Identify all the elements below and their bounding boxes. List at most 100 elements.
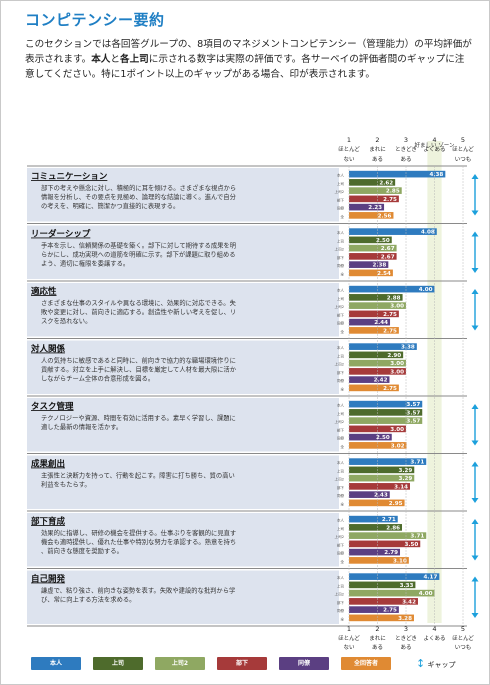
bar-4 xyxy=(349,433,392,441)
row-label: 本人 xyxy=(337,460,345,465)
scale-label-bottom: ない xyxy=(343,156,355,163)
gap-arrow-down-icon xyxy=(471,613,479,618)
competency-title: タスク管理 xyxy=(31,401,74,412)
competency-description: 謙虚で、粘り強さ、前向きな姿勢を表す。失敗や建設的な批判から学 xyxy=(41,586,235,595)
competency-title: 対人関係 xyxy=(30,344,66,355)
row-label: 上司 xyxy=(337,526,345,531)
bar-value-label: 3.02 xyxy=(391,443,405,449)
row-label: 同僚 xyxy=(337,378,345,383)
competency-description: らかにし、成功実現への道筋を明確に示す。部下が課題に取り組める xyxy=(41,250,236,259)
scale-number-bottom: 5 xyxy=(461,625,465,633)
bar-value-label: 3.10 xyxy=(393,558,407,564)
scale-label-top-footer: ほとんど xyxy=(338,634,360,642)
bar-value-label: 2.95 xyxy=(389,501,403,507)
row-label: 本人 xyxy=(337,288,345,293)
bar-5 xyxy=(349,327,399,334)
bar-2 xyxy=(349,359,406,367)
bar-value-label: 3.00 xyxy=(390,369,404,375)
bar-0 xyxy=(349,573,440,580)
bar-value-label: 2.54 xyxy=(377,271,391,277)
section-background xyxy=(27,455,339,509)
row-label: 本人 xyxy=(337,518,345,523)
bar-1 xyxy=(349,466,415,474)
bar-2 xyxy=(349,417,423,424)
row-label: 上司2 xyxy=(335,247,344,252)
competency-description: しながらチーム全体の合意形成を図る。 xyxy=(41,374,154,383)
bar-value-label: 2.79 xyxy=(384,550,398,556)
bar-value-label: 4.17 xyxy=(424,575,438,581)
bar-5 xyxy=(349,557,409,564)
bar-1 xyxy=(349,581,416,589)
row-label: 本人 xyxy=(337,230,345,235)
section-background xyxy=(27,570,339,624)
bar-value-label: 2.50 xyxy=(376,435,390,441)
section-background xyxy=(27,168,339,222)
row-label: 上司 xyxy=(337,468,345,473)
bar-4 xyxy=(349,261,389,268)
scale-label-top: よくある xyxy=(423,146,445,153)
bar-5 xyxy=(349,212,394,219)
row-label: 上司2 xyxy=(335,189,344,194)
bar-value-label: 2.43 xyxy=(374,493,388,499)
gap-arrow-icon: ↕ xyxy=(416,657,426,670)
competency-description: スクを恐れない。 xyxy=(41,317,91,325)
row-label: 全 xyxy=(340,386,344,391)
bar-5 xyxy=(349,384,399,392)
section-background xyxy=(27,283,339,337)
bar-value-label: 3.71 xyxy=(410,534,424,540)
row-label: 同僚 xyxy=(337,436,345,441)
bar-value-label: 3.00 xyxy=(390,304,404,310)
bar-3 xyxy=(349,540,421,548)
gap-arrow-up-icon xyxy=(471,519,479,524)
row-label: 上司 xyxy=(337,353,345,358)
intro-part-1: このセクションでは各回答グループの、8項目のマネジメントコンピテンシー（管理能力… xyxy=(25,39,472,65)
row-label: 上司2 xyxy=(335,592,344,597)
gap-arrow-down-icon xyxy=(471,325,479,331)
competency-description: 機会も適時提供し、優れた仕事や特別な努力を承認する。熟意を持ち xyxy=(41,537,236,546)
section-background xyxy=(27,398,339,452)
bar-4 xyxy=(349,548,401,556)
section-background xyxy=(27,513,339,567)
bar-1 xyxy=(349,236,392,244)
row-label: 全 xyxy=(340,616,344,621)
row-label: 全 xyxy=(340,329,344,334)
bar-3 xyxy=(349,598,418,605)
row-label: 上司2 xyxy=(335,419,344,424)
competency-description: 利益をもたらす。 xyxy=(41,480,91,489)
intro-part-3: に示される数字は実際の評価です。各サーベイの評価者間のギャップに注意してください… xyxy=(25,54,465,80)
row-label: 上司 xyxy=(337,583,345,588)
bar-value-label: 3.42 xyxy=(402,599,416,605)
gap-arrow-up-icon xyxy=(471,461,479,467)
scale-label-top-footer: よくある xyxy=(423,635,445,642)
row-label: 本人 xyxy=(337,345,345,350)
scale-number-bottom: 3 xyxy=(404,625,408,633)
bar-value-label: 3.50 xyxy=(404,542,418,548)
intro-part-2: と xyxy=(110,54,120,65)
row-label: 上司 xyxy=(337,296,345,301)
bar-value-label: 4.00 xyxy=(419,287,433,293)
scale-label-bottom-footer: ない xyxy=(343,644,355,651)
competency-description: 情報を分析し、その要点を見極め、論理的な結論に導く。進んで自分 xyxy=(41,192,237,201)
legend-peer: 同僚 xyxy=(279,657,329,670)
row-label: 部下 xyxy=(337,312,345,317)
bar-3 xyxy=(349,483,410,490)
scale-label-top-footer: ほとんど xyxy=(452,634,474,642)
scale-number-top: 5 xyxy=(461,136,465,144)
row-label: 同僚 xyxy=(337,263,345,268)
bar-0 xyxy=(349,170,446,178)
bar-value-label: 2.67 xyxy=(381,246,395,252)
row-label: 上司 xyxy=(337,181,345,186)
competency-description: 人の気持ちに敏感であると同時に、前向きで協力的な職場環境作りに xyxy=(41,356,236,365)
scale-label-top: ほとんど xyxy=(338,145,360,153)
competency-description: の考えを、明確に、簡潔かつ直接的に表現する。 xyxy=(41,201,179,210)
scale-label-bottom: ある xyxy=(372,156,383,163)
bar-value-label: 3.57 xyxy=(406,402,420,408)
bar-value-label: 2.86 xyxy=(386,525,400,531)
bar-4 xyxy=(349,491,390,498)
bar-value-label: 3.71 xyxy=(410,460,424,466)
row-label: 上司2 xyxy=(335,534,344,539)
bar-value-label: 2.75 xyxy=(383,197,397,203)
legend-gap: ↕ ギャップ xyxy=(416,657,455,672)
bar-2 xyxy=(349,244,397,252)
